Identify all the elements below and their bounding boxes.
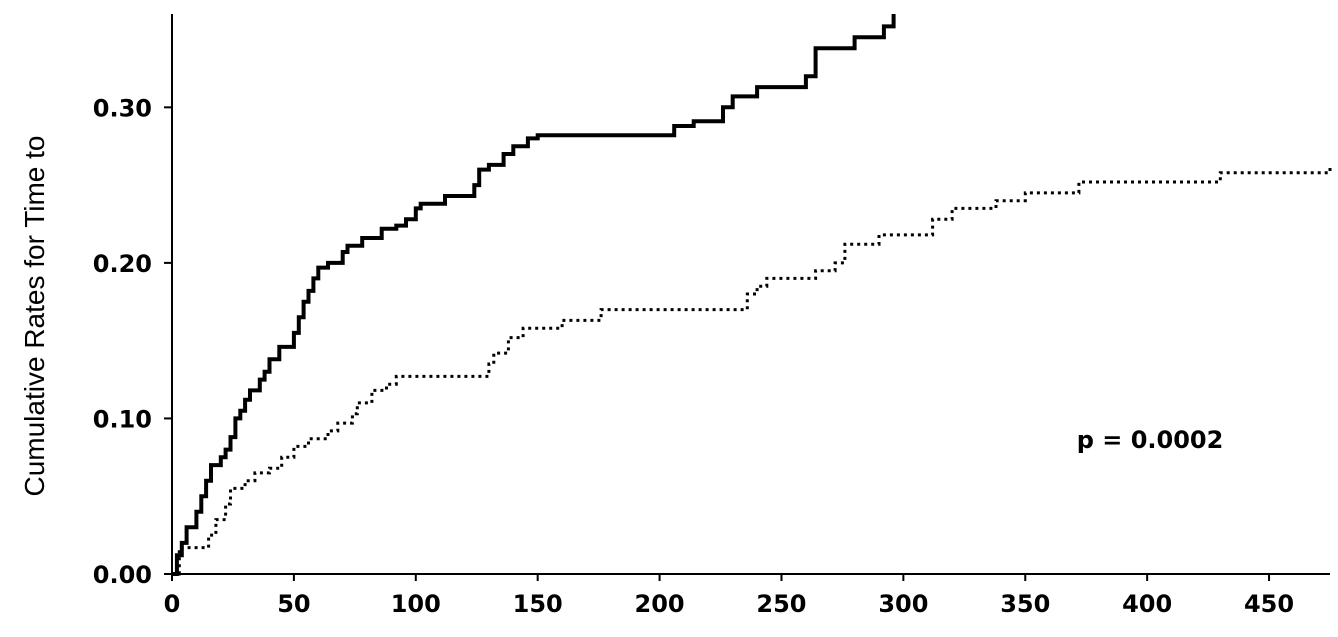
x-tick-label: 100 (391, 590, 441, 618)
y-axis-label: Cumulative Rates for Time to (19, 135, 50, 496)
y-tick-label: 0.20 (93, 250, 152, 278)
ticks-layer: 0 50 100 150 200 250 300 350 400 450 0.00 0.10 0.20 0… (93, 94, 1294, 618)
x-tick-label: 350 (1000, 590, 1050, 618)
x-tick-label: 400 (1122, 590, 1172, 618)
p-value-annotation: p = 0.0002 (1077, 426, 1224, 454)
series-layer (172, 14, 1332, 576)
x-tick-label: 250 (756, 590, 806, 618)
x-tick-label: 50 (277, 590, 310, 618)
x-tick-label: 0 (164, 590, 181, 618)
x-tick-label: 200 (635, 590, 685, 618)
series-line-dotted (172, 164, 1332, 576)
series-line-solid (172, 14, 896, 576)
x-tick-label: 150 (513, 590, 563, 618)
y-tick-label: 0.10 (93, 405, 152, 433)
x-tick-label: 450 (1244, 590, 1294, 618)
y-tick-label: 0.30 (93, 94, 152, 122)
y-tick-label: 0.00 (93, 561, 152, 589)
x-tick-label: 300 (878, 590, 928, 618)
